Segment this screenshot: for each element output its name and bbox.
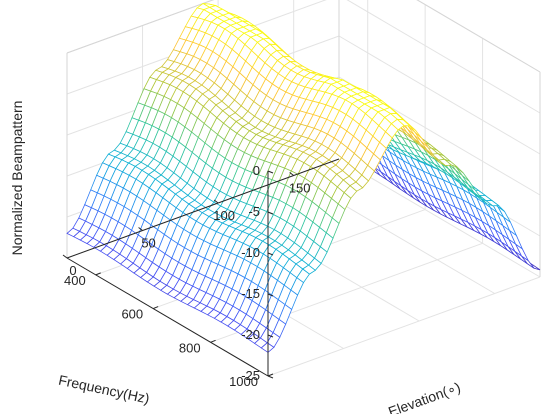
x-tick	[138, 227, 143, 231]
x-tick	[289, 172, 294, 176]
surface-mesh	[66, 3, 541, 353]
x-tick	[62, 254, 68, 259]
x-axis-label: Elevation(∘)	[386, 379, 463, 414]
x-tick-label: 0	[69, 263, 76, 278]
y-tick	[95, 272, 101, 276]
grid-line	[267, 276, 541, 377]
y-tick	[152, 306, 159, 310]
z-tick-label: -15	[241, 286, 260, 301]
z-tick	[267, 170, 274, 174]
grid-line	[416, 0, 541, 73]
z-tick	[267, 211, 274, 215]
x-tick-label: 100	[213, 208, 235, 223]
z-tick	[267, 375, 274, 379]
grid-line	[338, 158, 541, 278]
z-axis-label: Normalized Beampattern	[9, 101, 25, 256]
y-axis-line	[66, 257, 269, 377]
z-tick-label: -20	[241, 327, 260, 342]
y-tick-label: 1000	[229, 374, 258, 389]
y-tick-label: 400	[64, 273, 86, 288]
z-tick-label: 0	[253, 163, 260, 178]
z-tick-label: -10	[241, 245, 260, 260]
y-axis-label: Frequency(Hz)	[57, 372, 151, 407]
x-tick-label: 50	[141, 236, 155, 251]
grid-line	[338, 35, 541, 155]
grid-line	[346, 0, 541, 114]
y-tick-label: 800	[179, 340, 201, 355]
y-tick	[210, 339, 216, 343]
box-edge	[416, 0, 541, 73]
surface-cell	[521, 255, 535, 269]
z-tick-label: -25	[241, 368, 260, 383]
axes	[62, 158, 340, 379]
y-tick	[267, 373, 274, 377]
z-tick-label: -5	[248, 204, 260, 219]
tick-labels: 0 -5 -10 -15 -20 -25 400 600 800 1000 0 50 100 150	[64, 163, 311, 389]
z-tick	[267, 334, 274, 338]
z-tick	[267, 252, 274, 256]
x-tick-label: 150	[289, 181, 311, 196]
x-tick	[213, 199, 219, 204]
z-tick	[267, 293, 274, 297]
y-tick-label: 600	[121, 307, 143, 322]
